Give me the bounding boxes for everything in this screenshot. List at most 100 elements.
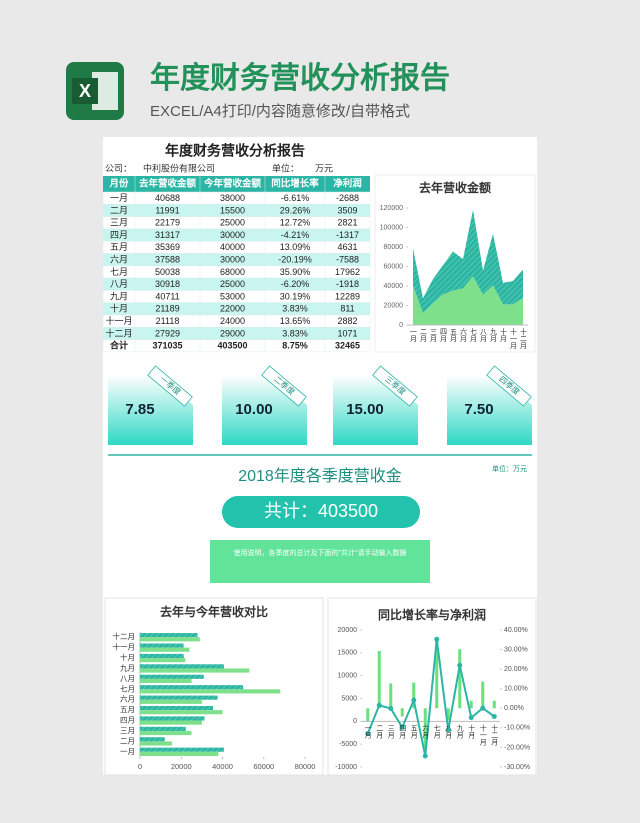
y-tick-label: 15000: [338, 650, 358, 657]
excel-icon-badge: [72, 78, 98, 104]
table-header: 去年营收金额: [139, 178, 197, 190]
y-tick-label: 10000: [338, 673, 358, 680]
table-cell: 53000: [220, 291, 245, 301]
area: [413, 276, 523, 325]
table-cell: 22179: [155, 218, 180, 228]
table-cell: 25000: [220, 279, 245, 289]
y-tick-label: 20000: [384, 302, 404, 309]
y-tick-label: 十二月: [113, 631, 136, 641]
table-cell: 4631: [337, 242, 357, 252]
table-cell: 27929: [155, 328, 180, 338]
table-header: 净利润: [333, 178, 362, 190]
bar: [140, 668, 250, 673]
table-header: 同比增长率: [271, 178, 319, 190]
y2-tick-label: 40.00%: [504, 627, 528, 634]
point: [422, 753, 428, 759]
bar: [140, 741, 172, 746]
table-cell: 八月: [110, 279, 128, 289]
table-cell: 九月: [110, 291, 128, 301]
bar: [140, 689, 281, 694]
y-tick-label: 七月: [120, 684, 135, 693]
bar: [140, 647, 190, 652]
table-header: 今年营收金额: [203, 178, 262, 190]
y2-tick-label: -20.00%: [504, 744, 530, 751]
bar: [140, 726, 186, 731]
x-tick-label: 十二月: [491, 723, 499, 746]
table-cell: 1071: [337, 328, 357, 338]
table-cell: 13.09%: [280, 242, 311, 252]
x-tick-label: 60000: [253, 762, 274, 771]
table-cell: 50038: [155, 267, 180, 277]
excel-icon-letter: X: [79, 81, 91, 101]
y2-tick-label: 0.00%: [504, 705, 524, 712]
x-tick-label: 四月: [399, 724, 407, 739]
x-tick-label: 八月: [480, 328, 488, 343]
y2-tick-label: -30.00%: [504, 764, 530, 771]
note-box: [210, 540, 430, 583]
y-tick-label: 100000: [380, 224, 403, 231]
bar: [412, 682, 416, 709]
quarter-value: 7.50: [464, 401, 493, 418]
x-tick-label: 五月: [450, 328, 458, 343]
x-tick-label: 七月: [433, 723, 441, 739]
bar: [446, 708, 450, 721]
x-tick-label: 五月: [410, 724, 418, 739]
x-tick-label: 十二月: [520, 327, 528, 350]
bar: [140, 699, 202, 704]
table-cell: 十二月: [105, 327, 132, 338]
quarter-ribbon: [147, 365, 193, 407]
chart-frame: [104, 597, 324, 776]
y-tick-label: 80000: [384, 244, 404, 251]
table-cell: 22000: [220, 304, 245, 314]
bar: [140, 747, 224, 752]
y2-tick-label: 30.00%: [504, 646, 528, 653]
point: [399, 724, 405, 730]
chart-title: 去年营收金额: [419, 180, 491, 195]
table-cell: 21118: [156, 316, 180, 326]
table-cell: -2688: [336, 193, 359, 203]
x-tick-label: 40000: [212, 762, 233, 771]
y-tick-label: 20000: [338, 627, 358, 634]
y-tick-label: 60000: [384, 263, 404, 270]
x-tick-label: 20000: [171, 762, 192, 771]
table-cell: 29000: [220, 328, 245, 338]
table-cell: 24000: [220, 316, 245, 326]
table-cell: 38000: [220, 193, 245, 203]
table-cell: 2882: [337, 316, 357, 326]
y-tick-label: 五月: [120, 705, 135, 714]
table-cell: 17962: [335, 267, 360, 277]
bar: [423, 708, 427, 748]
x-tick-label: 三月: [387, 724, 395, 739]
x-tick-label: 六月: [460, 327, 468, 343]
y2-tick-label: 20.00%: [504, 666, 528, 673]
unit: 万元: [315, 163, 333, 173]
x-tick-label: 0: [138, 762, 142, 771]
total-pill: [222, 496, 420, 528]
point: [434, 636, 440, 642]
y-tick-label: 40000: [384, 283, 404, 290]
table-cell: -4.21%: [281, 230, 310, 240]
y-tick-label: 十月: [120, 652, 135, 662]
bar: [140, 710, 223, 715]
table-cell: 四月: [110, 230, 128, 240]
bar: [377, 651, 381, 709]
table-row-bg: [102, 339, 371, 353]
chart-frame: [327, 597, 537, 776]
table-cell: 35369: [155, 242, 180, 252]
point: [491, 713, 497, 719]
table-header-bg: [103, 176, 370, 192]
y-tick-label: 四月: [120, 716, 135, 725]
bar: [140, 664, 224, 669]
table-cell: 40711: [155, 291, 179, 301]
table-cell: 十月: [110, 303, 128, 314]
sheet-title: 年度财务营收分析报告: [165, 143, 305, 159]
table-cell: 68000: [220, 267, 245, 277]
summary-unit: 单位：万元: [492, 464, 527, 473]
point: [388, 705, 394, 711]
bar: [366, 708, 370, 722]
area: [413, 209, 523, 314]
x-tick-label: 九月: [456, 723, 464, 739]
table-cell: 40688: [155, 193, 180, 203]
table-cell: 21189: [155, 304, 179, 314]
